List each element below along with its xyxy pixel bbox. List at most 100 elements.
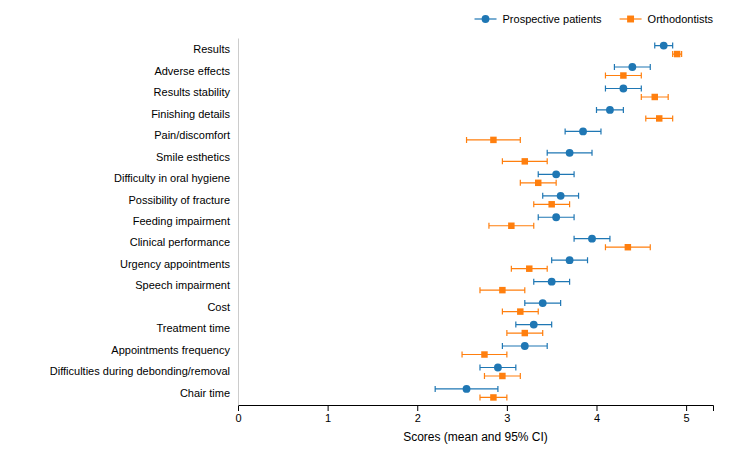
error-bar: [484, 373, 520, 379]
point: [526, 265, 532, 271]
error-bar: [520, 180, 556, 186]
chart: 012345ResultsAdverse effectsResults stab…: [0, 0, 735, 451]
point: [490, 137, 496, 143]
y-tick: Possibility of fracture: [129, 194, 238, 206]
error-bar: [605, 73, 641, 79]
error-bar: [502, 158, 547, 164]
legend-symbol: [482, 15, 490, 23]
error-bar: [655, 43, 673, 49]
legend-label: Prospective patients: [503, 13, 603, 25]
legend-item: Prospective patients: [475, 13, 603, 25]
y-tick-label: Possibility of fracture: [129, 194, 230, 206]
x-tick: 1: [325, 405, 331, 424]
x-tick: 4: [594, 405, 600, 424]
point: [521, 342, 529, 350]
point: [606, 106, 614, 114]
error-bar: [534, 279, 570, 285]
y-tick: Feeding impairment: [133, 215, 238, 227]
error-bar: [480, 287, 525, 293]
point: [566, 149, 574, 157]
error-bar: [480, 364, 516, 370]
point: [656, 115, 662, 121]
x-axis: 0 1 2 3 4 5: [235, 405, 713, 424]
point: [660, 42, 668, 50]
point: [619, 85, 627, 93]
error-bar: [596, 107, 623, 113]
y-tick: Speech impairment: [135, 279, 238, 291]
y-tick-label: Pain/discomfort: [154, 129, 230, 141]
point: [490, 394, 496, 400]
point: [620, 72, 626, 78]
error-bar: [489, 223, 534, 229]
y-axis-line: [238, 39, 239, 406]
point: [588, 235, 596, 243]
error-bar: [467, 137, 521, 143]
point: [552, 213, 560, 221]
point: [535, 180, 541, 186]
y-tick: Urgency appointments: [120, 258, 238, 270]
point: [463, 385, 471, 393]
y-tick: Appointments frequency: [111, 344, 238, 356]
x-tick-mark: [507, 405, 508, 411]
point: [557, 192, 565, 200]
x-tick-mark: [596, 405, 597, 411]
error-bar: [511, 266, 547, 272]
y-tick: Difficulties during debonding/removal: [50, 365, 238, 377]
x-tick: 5: [684, 405, 690, 424]
error-bar: [552, 257, 588, 263]
error-bar: [673, 51, 682, 57]
point: [517, 308, 523, 314]
error-bar: [547, 150, 592, 156]
series-1: [462, 51, 682, 401]
y-tick: Results stability: [154, 86, 238, 98]
y-tick-label: Feeding impairment: [133, 215, 230, 227]
x-tick: 2: [415, 405, 421, 424]
x-tick: 3: [504, 405, 510, 424]
error-bar: [574, 236, 610, 242]
y-tick: Chair time: [180, 387, 238, 399]
y-tick-label: Difficulty in oral hygiene: [114, 172, 230, 184]
legend-label: Orthodontists: [648, 13, 714, 25]
point: [499, 287, 505, 293]
error-bar: [538, 171, 574, 177]
y-tick-label: Appointments frequency: [111, 344, 230, 356]
error-bar: [534, 201, 570, 207]
x-axis-line: [239, 406, 714, 412]
point: [522, 330, 528, 336]
y-tick: Pain/discomfort: [154, 129, 238, 141]
point: [628, 63, 636, 71]
y-tick-label: Results stability: [154, 86, 231, 98]
x-tick-mark: [686, 405, 687, 411]
y-axis: ResultsAdverse effectsResults stabilityF…: [50, 39, 239, 406]
error-bar: [641, 94, 668, 100]
y-tick-label: Treatment time: [156, 322, 230, 334]
x-tick: 0: [235, 405, 241, 424]
point: [481, 351, 487, 357]
error-bar: [502, 309, 538, 315]
error-bar: [502, 343, 547, 349]
x-tick-label: 4: [594, 412, 600, 424]
error-bar: [435, 386, 498, 392]
y-tick: Cost: [207, 301, 238, 313]
x-tick-label: 0: [235, 412, 241, 424]
error-bar: [516, 322, 552, 328]
point: [508, 223, 514, 229]
error-bar: [525, 300, 561, 306]
y-tick-label: Clinical performance: [130, 236, 230, 248]
error-bar: [462, 352, 507, 358]
point: [548, 201, 554, 207]
point: [539, 299, 547, 307]
error-bar: [480, 394, 507, 400]
error-bar: [646, 115, 673, 121]
point: [530, 321, 538, 329]
y-tick-label: Chair time: [180, 387, 230, 399]
point: [674, 51, 680, 57]
x-tick-label: 5: [684, 412, 690, 424]
x-tick-mark: [238, 405, 239, 411]
legend: Prospective patients Orthodontists: [475, 13, 714, 25]
y-tick-label: Adverse effects: [154, 65, 230, 77]
error-bar: [538, 214, 574, 220]
error-bar: [543, 193, 579, 199]
y-tick: Smile esthetics: [156, 151, 238, 163]
point: [566, 256, 574, 264]
